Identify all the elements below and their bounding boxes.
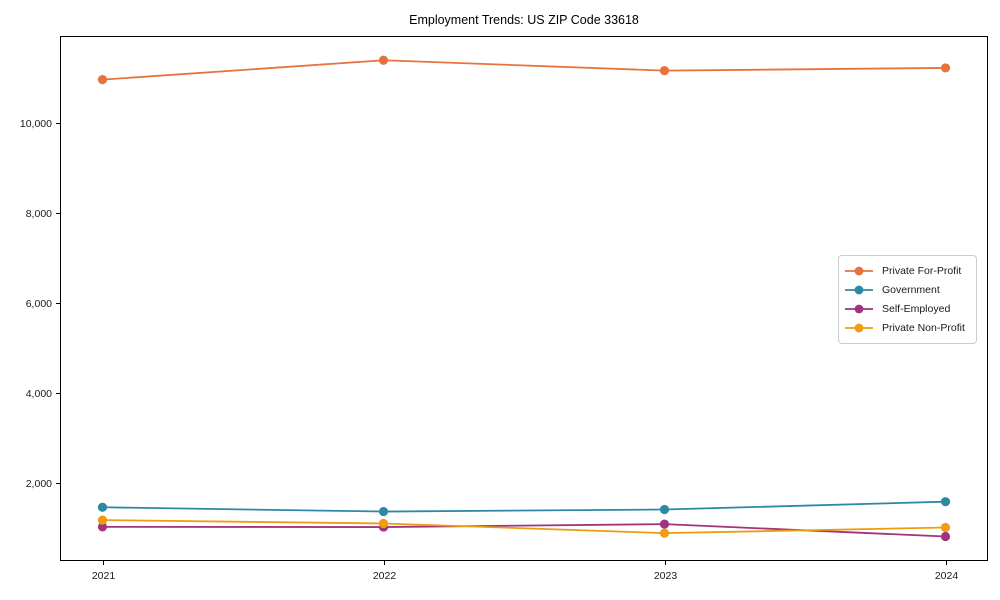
y-tick-label: 6,000: [26, 298, 52, 310]
x-tick-label: 2023: [654, 570, 678, 582]
series-line-private-for-profit: [101, 59, 947, 81]
data-point-private-non-profit-2021: [97, 515, 108, 525]
series-line-government: [101, 500, 947, 513]
x-tick-label: 2024: [935, 570, 959, 582]
legend-marker-self-employed: [845, 304, 873, 314]
legend-item-self-employed: Self-Employed: [845, 302, 970, 317]
legend-item-government: Government: [845, 282, 970, 297]
legend-label-private-non-profit: Private Non-Profit: [882, 322, 965, 335]
data-point-government-2022: [378, 506, 389, 517]
data-point-government-2023: [659, 504, 670, 515]
data-point-self-employed-2023: [659, 519, 670, 529]
data-point-government-2024: [940, 497, 951, 507]
legend-label-self-employed: Self-Employed: [882, 303, 951, 316]
data-point-private-for-profit-2024: [940, 63, 951, 73]
data-point-self-employed-2021: [97, 522, 108, 532]
legend-item-private-non-profit: Private Non-Profit: [845, 321, 970, 336]
series-line-private-non-profit: [101, 519, 947, 535]
legend-label-government: Government: [882, 283, 940, 296]
y-tick-label: 4,000: [26, 388, 52, 400]
y-tick-label: 8,000: [26, 208, 52, 220]
data-point-private-non-profit-2024: [940, 522, 951, 533]
legend-label-private-for-profit: Private For-Profit: [882, 264, 962, 277]
y-tick-label: 2,000: [26, 478, 52, 490]
y-tick-label: 10,000: [20, 118, 52, 130]
legend-marker-private-for-profit: [845, 266, 873, 275]
legend-marker-private-non-profit: [845, 324, 873, 333]
legend-item-private-for-profit: Private For-Profit: [845, 263, 970, 278]
chart-title: Employment Trends: US ZIP Code 33618: [409, 13, 639, 27]
axes-frame: [60, 36, 988, 561]
legend: Private For-Profit Government Self-Employe…: [838, 255, 977, 344]
data-point-private-for-profit-2023: [659, 66, 670, 76]
x-tick-label: 2022: [373, 570, 397, 582]
data-point-private-for-profit-2021: [97, 75, 108, 85]
data-point-government-2021: [97, 502, 108, 512]
data-point-self-employed-2024: [940, 531, 951, 542]
x-tick-label: 2021: [92, 570, 116, 582]
data-point-private-non-profit-2022: [378, 518, 389, 529]
data-point-private-non-profit-2023: [659, 528, 670, 538]
data-point-private-for-profit-2022: [378, 55, 389, 65]
legend-marker-government: [845, 285, 873, 295]
